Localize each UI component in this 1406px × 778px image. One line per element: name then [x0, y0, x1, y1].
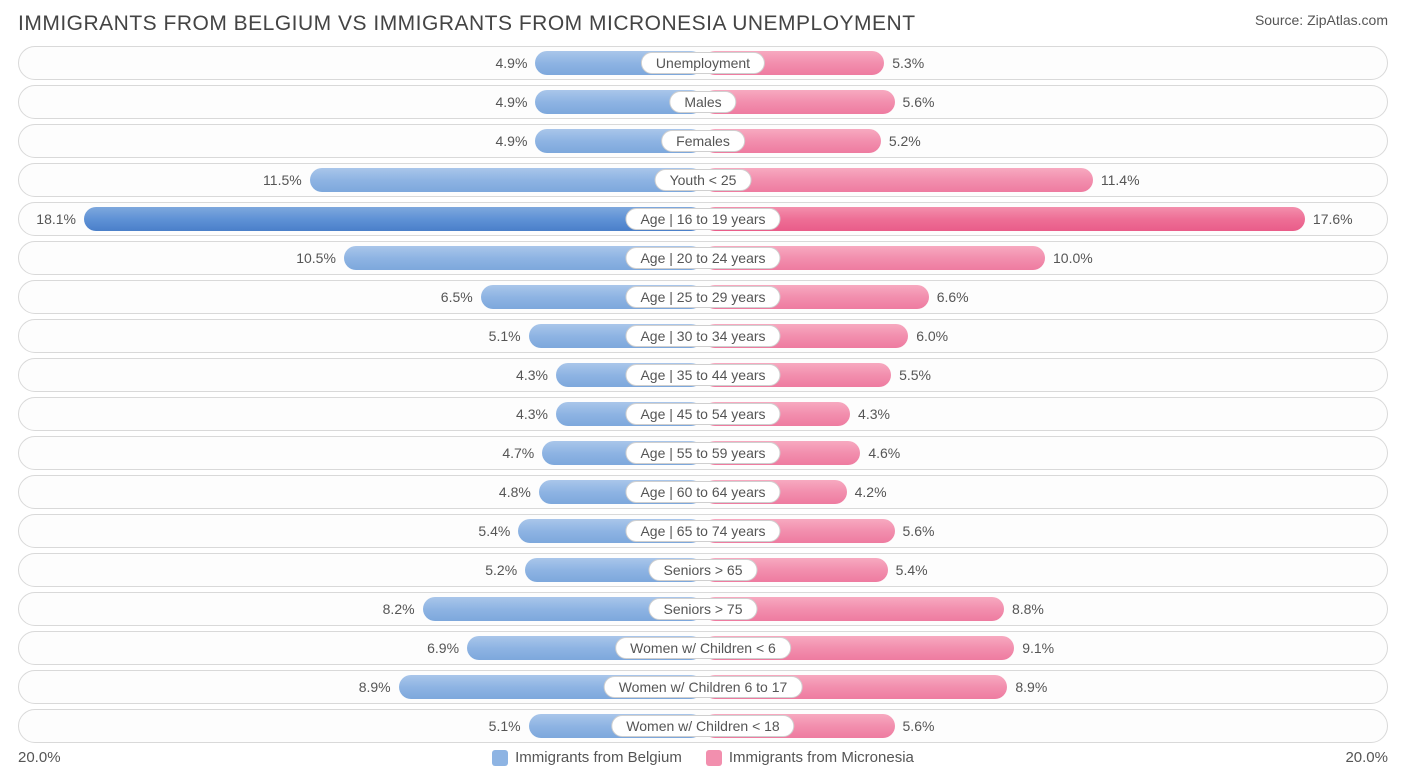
chart-row: 8.2% 8.8% Seniors > 75 [18, 592, 1388, 626]
value-label-left: 4.9% [496, 55, 528, 71]
chart-row: 4.9% 5.2% Females [18, 124, 1388, 158]
legend-item-left: Immigrants from Belgium [492, 749, 682, 766]
value-label-left: 4.8% [499, 484, 531, 500]
value-label-left: 4.9% [496, 94, 528, 110]
value-label-right: 4.2% [855, 484, 887, 500]
category-label: Women w/ Children < 18 [611, 715, 794, 737]
category-label: Age | 25 to 29 years [625, 286, 780, 308]
category-label: Age | 45 to 54 years [625, 403, 780, 425]
chart-row: 4.9% 5.6% Males [18, 85, 1388, 119]
chart-row: 18.1% 17.6% Age | 16 to 19 years [18, 202, 1388, 236]
value-label-left: 18.1% [36, 211, 76, 227]
category-label: Women w/ Children < 6 [615, 637, 791, 659]
legend-label-right: Immigrants from Micronesia [729, 749, 914, 766]
value-label-left: 11.5% [263, 172, 302, 188]
value-label-right: 5.4% [896, 562, 928, 578]
value-label-right: 8.8% [1012, 601, 1044, 617]
axis-max-left: 20.0% [18, 749, 61, 766]
category-label: Age | 55 to 59 years [625, 442, 780, 464]
value-label-left: 10.5% [296, 250, 336, 266]
value-label-left: 4.7% [502, 445, 534, 461]
legend-swatch-right [706, 750, 722, 766]
value-label-left: 5.1% [489, 328, 521, 344]
value-label-right: 4.6% [868, 445, 900, 461]
category-label: Age | 16 to 19 years [625, 208, 780, 230]
value-label-right: 6.0% [916, 328, 948, 344]
chart-row: 6.5% 6.6% Age | 25 to 29 years [18, 280, 1388, 314]
value-label-left: 8.2% [383, 601, 415, 617]
chart-row: 4.8% 4.2% Age | 60 to 64 years [18, 475, 1388, 509]
category-label: Seniors > 65 [649, 559, 758, 581]
chart-row: 8.9% 8.9% Women w/ Children 6 to 17 [18, 670, 1388, 704]
value-label-right: 5.6% [903, 523, 935, 539]
category-label: Unemployment [641, 52, 765, 74]
category-label: Seniors > 75 [649, 598, 758, 620]
value-label-left: 5.4% [478, 523, 510, 539]
chart-header: IMMIGRANTS FROM BELGIUM VS IMMIGRANTS FR… [18, 12, 1388, 36]
category-label: Age | 60 to 64 years [625, 481, 780, 503]
chart-row: 4.7% 4.6% Age | 55 to 59 years [18, 436, 1388, 470]
value-label-right: 8.9% [1015, 679, 1047, 695]
category-label: Age | 35 to 44 years [625, 364, 780, 386]
chart-row: 4.3% 5.5% Age | 35 to 44 years [18, 358, 1388, 392]
value-label-left: 5.2% [485, 562, 517, 578]
chart-row: 5.1% 6.0% Age | 30 to 34 years [18, 319, 1388, 353]
value-label-left: 4.3% [516, 406, 548, 422]
chart-row: 5.4% 5.6% Age | 65 to 74 years [18, 514, 1388, 548]
chart-source: Source: ZipAtlas.com [1255, 12, 1388, 28]
value-label-left: 6.9% [427, 640, 459, 656]
value-label-right: 6.6% [937, 289, 969, 305]
category-label: Females [661, 130, 745, 152]
value-label-right: 5.5% [899, 367, 931, 383]
source-label: Source: [1255, 12, 1303, 28]
bar-right [703, 168, 1093, 192]
bar-right [703, 207, 1305, 231]
chart-row: 10.5% 10.0% Age | 20 to 24 years [18, 241, 1388, 275]
value-label-right: 5.3% [892, 55, 924, 71]
chart-footer: 20.0% Immigrants from Belgium Immigrants… [18, 749, 1388, 766]
category-label: Youth < 25 [655, 169, 752, 191]
legend-swatch-left [492, 750, 508, 766]
bar-left [84, 207, 703, 231]
value-label-left: 8.9% [359, 679, 391, 695]
legend-item-right: Immigrants from Micronesia [706, 749, 914, 766]
chart-row: 4.3% 4.3% Age | 45 to 54 years [18, 397, 1388, 431]
value-label-left: 4.3% [516, 367, 548, 383]
category-label: Males [669, 91, 736, 113]
category-label: Age | 30 to 34 years [625, 325, 780, 347]
chart-row: 5.2% 5.4% Seniors > 65 [18, 553, 1388, 587]
chart-row: 5.1% 5.6% Women w/ Children < 18 [18, 709, 1388, 743]
diverging-bar-chart: 4.9% 5.3% Unemployment 4.9% 5.6% Males 4.9% 5.2… [18, 46, 1388, 743]
value-label-right: 4.3% [858, 406, 890, 422]
chart-row: 6.9% 9.1% Women w/ Children < 6 [18, 631, 1388, 665]
legend-label-left: Immigrants from Belgium [515, 749, 682, 766]
bar-left [310, 168, 703, 192]
chart-legend: Immigrants from Belgium Immigrants from … [492, 749, 914, 766]
axis-max-right: 20.0% [1345, 749, 1388, 766]
value-label-left: 4.9% [496, 133, 528, 149]
chart-title: IMMIGRANTS FROM BELGIUM VS IMMIGRANTS FR… [18, 12, 916, 36]
value-label-right: 5.6% [903, 94, 935, 110]
value-label-left: 6.5% [441, 289, 473, 305]
value-label-right: 11.4% [1101, 172, 1140, 188]
value-label-right: 5.6% [903, 718, 935, 734]
source-name: ZipAtlas.com [1307, 12, 1388, 28]
value-label-right: 5.2% [889, 133, 921, 149]
category-label: Age | 65 to 74 years [625, 520, 780, 542]
value-label-left: 5.1% [489, 718, 521, 734]
category-label: Age | 20 to 24 years [625, 247, 780, 269]
value-label-right: 17.6% [1313, 211, 1353, 227]
value-label-right: 9.1% [1022, 640, 1054, 656]
value-label-right: 10.0% [1053, 250, 1093, 266]
category-label: Women w/ Children 6 to 17 [604, 676, 803, 698]
chart-row: 4.9% 5.3% Unemployment [18, 46, 1388, 80]
chart-row: 11.5% 11.4% Youth < 25 [18, 163, 1388, 197]
